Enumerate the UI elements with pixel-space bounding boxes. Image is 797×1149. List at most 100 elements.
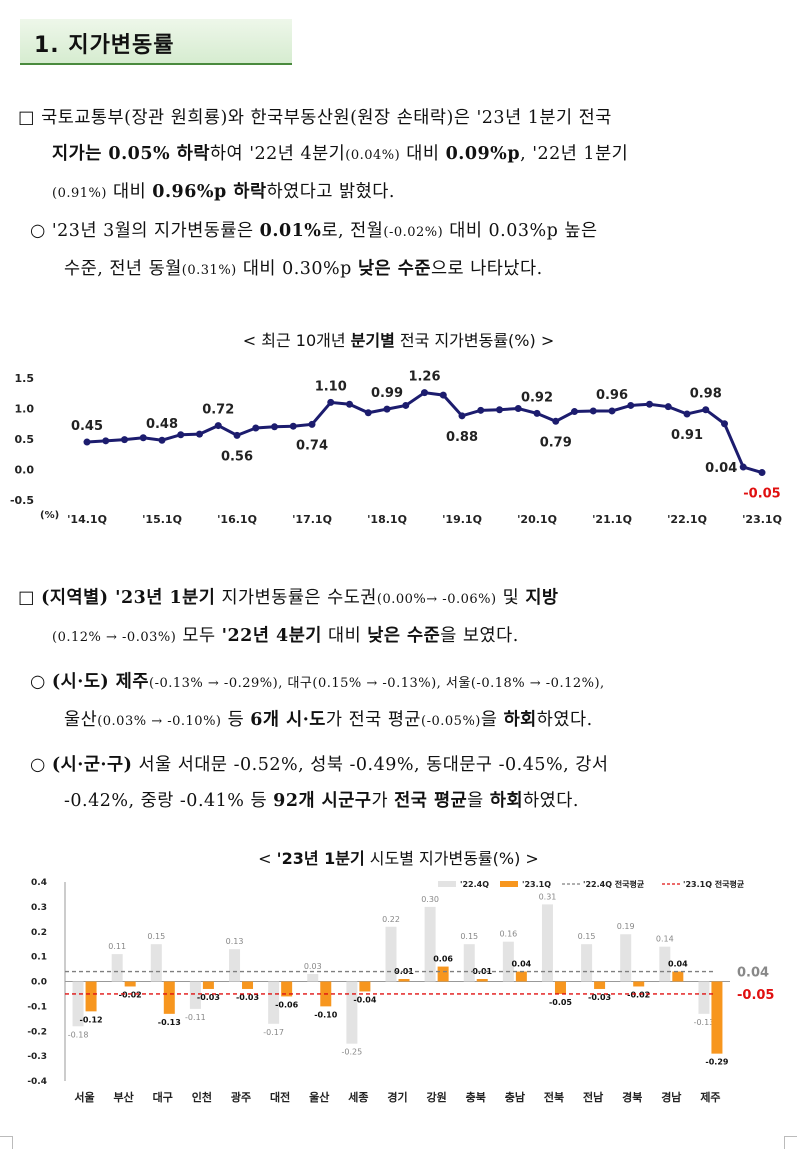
- chart2-title-part: 시도별 지가변동률(%) >: [364, 849, 539, 868]
- chart1-data-label: 0.92: [521, 390, 553, 405]
- chart1-title-part: < 최근 10개년: [242, 331, 351, 350]
- chart2-legend-label: '23.1Q: [522, 880, 551, 889]
- chart2-bar: [594, 981, 606, 989]
- p2-text: 로, 전월: [321, 221, 384, 241]
- p5-text: -0.42%, 중랑 -0.41% 등: [64, 791, 274, 811]
- chart2-bar: [385, 926, 397, 982]
- chart1-data-point: [289, 422, 297, 430]
- p4-bold: 하회: [503, 710, 537, 730]
- paragraph-2: ○ '23년 3월의 지가변동률은 0.01%로, 전월(-0.02%) 대비 …: [30, 213, 598, 289]
- chart1-data-label: 0.56: [221, 449, 253, 464]
- chart1-ytick-label: 0.5: [15, 433, 35, 446]
- chart2-data-label: -0.06: [275, 1000, 298, 1009]
- p4-text: 을: [480, 710, 504, 730]
- chart2-bar: [346, 981, 358, 1044]
- chart1-data-point: [458, 412, 466, 420]
- p2-text: '23년 3월의 지가변동률은: [51, 221, 260, 241]
- paragraph-5: ○ (시·군·구) 서울 서대문 -0.52%, 성북 -0.49%, 동대문구…: [30, 747, 608, 819]
- chart1-xtick-label: '14.1Q: [67, 513, 107, 526]
- chart1-xtick-label: '20.1Q: [517, 513, 557, 526]
- chart1-data-point: [271, 423, 278, 431]
- square-bullet: □: [18, 108, 36, 128]
- quarterly-line-chart: 1.5 1.0 0.5 0.0 -0.5 (%) '14.1Q '15.1Q '16.1Q '17…: [10, 370, 782, 526]
- p3-bold: 지방: [525, 588, 559, 608]
- chart2-bar: [111, 954, 123, 982]
- chart1-data-point: [252, 424, 260, 432]
- chart1-ytick-label: 0.0: [15, 464, 35, 477]
- chart2-category-label: 경남: [661, 1090, 681, 1104]
- chart1-data-point: [552, 417, 560, 425]
- circle-bullet: ○: [30, 672, 46, 692]
- paragraph-3: □ (지역별) '23년 1분기 지가변동률은 수도권(0.00%→ -0.06…: [18, 580, 559, 656]
- chart2-bar: [437, 966, 449, 982]
- chart1-data-point: [571, 408, 578, 416]
- chart1-data-point: [177, 431, 185, 439]
- chart1-data-point: [664, 403, 672, 411]
- chart2-data-label: -0.02: [627, 990, 650, 999]
- p1-small: (0.04%): [345, 148, 401, 163]
- chart2-data-label: -0.13: [694, 1018, 715, 1027]
- chart2-bar: [476, 979, 488, 982]
- p4-bold: (시·도): [51, 672, 110, 692]
- p3-bold: (지역별): [41, 588, 109, 608]
- chart2-data-label: -0.05: [549, 998, 572, 1007]
- chart2-bar: [202, 981, 214, 989]
- chart2-bar: [242, 981, 254, 989]
- chart2-ytick-label: -0.4: [27, 1077, 47, 1087]
- p4-text: 하였다.: [536, 710, 593, 730]
- chart1-data-label: 0.88: [446, 430, 478, 445]
- chart1-series-line: [86, 391, 763, 474]
- chart2-bar: [85, 981, 97, 1012]
- chart1-xtick-label: '23.1Q: [742, 513, 782, 526]
- chart2-average-label: 0.04: [737, 966, 769, 981]
- p5-bold: (시·군·구): [51, 755, 133, 775]
- chart2-data-label: -0.18: [68, 1030, 89, 1039]
- chart2-data-label: -0.11: [185, 1013, 206, 1022]
- chart2-data-label: 0.31: [539, 892, 557, 901]
- chart1-xtick-label: '19.1Q: [442, 513, 482, 526]
- chart1-data-point: [346, 400, 353, 408]
- chart2-category-label: 울산: [309, 1090, 329, 1104]
- chart1-data-label: 0.79: [540, 435, 572, 450]
- chart2-bar: [698, 981, 710, 1014]
- chart2-bar: [463, 944, 475, 982]
- chart2-ytick-label: 0.1: [31, 953, 47, 963]
- circle-bullet: ○: [30, 755, 46, 775]
- chart2-category-label: 경기: [387, 1090, 407, 1104]
- chart2-bar: [581, 944, 593, 982]
- chart1-data-point: [196, 430, 203, 438]
- chart2-title-bold: '23년 1분기: [276, 849, 365, 868]
- chart2-legend-label: '22.4Q 전국평균: [583, 879, 645, 889]
- chart2-bar: [502, 941, 514, 982]
- chart2-data-label: 0.06: [433, 955, 453, 964]
- chart1-data-label: 0.45: [71, 419, 103, 434]
- chart2-data-label: -0.17: [263, 1028, 284, 1037]
- chart2-bar: [268, 981, 280, 1024]
- p3-text: 및: [496, 588, 526, 608]
- paragraph-4: ○ (시·도) 제주(-0.13% → -0.29%), 대구(0.15% → …: [30, 664, 605, 740]
- chart2-bar: [633, 981, 645, 987]
- p4-bold: 제주: [109, 672, 150, 692]
- chart2-legend-swatch: [500, 881, 518, 887]
- chart1-data-point: [439, 391, 447, 399]
- p3-bold: '22년 4분기: [221, 626, 322, 646]
- chart2-data-label: 0.30: [421, 895, 439, 904]
- chart2-data-label: -0.03: [588, 993, 611, 1002]
- p3-small: (0.12% → -0.03%): [52, 630, 177, 645]
- p1-text: 대비: [106, 182, 153, 202]
- chart2-bar: [711, 981, 723, 1054]
- chart2-ytick-label: 0.3: [31, 903, 47, 913]
- chart1-data-point: [102, 437, 110, 445]
- p1-bold: 0.96%p 하락: [152, 182, 267, 202]
- chart2-data-label: 0.13: [226, 937, 244, 946]
- chart2-bar: [124, 981, 136, 987]
- chart1-xtick-label: '21.1Q: [592, 513, 632, 526]
- chart1-ytick-label: 1.0: [15, 403, 35, 416]
- chart2-data-label: 0.03: [304, 962, 322, 971]
- chart2-bar: [189, 981, 201, 1009]
- chart2-category-label: 인천: [192, 1090, 212, 1104]
- chart2-category-label: 강원: [426, 1090, 446, 1104]
- chart2-data-label: 0.15: [460, 932, 478, 941]
- section-title-box: 1. 지가변동률: [20, 19, 292, 65]
- chart2-category-label: 충남: [505, 1090, 525, 1104]
